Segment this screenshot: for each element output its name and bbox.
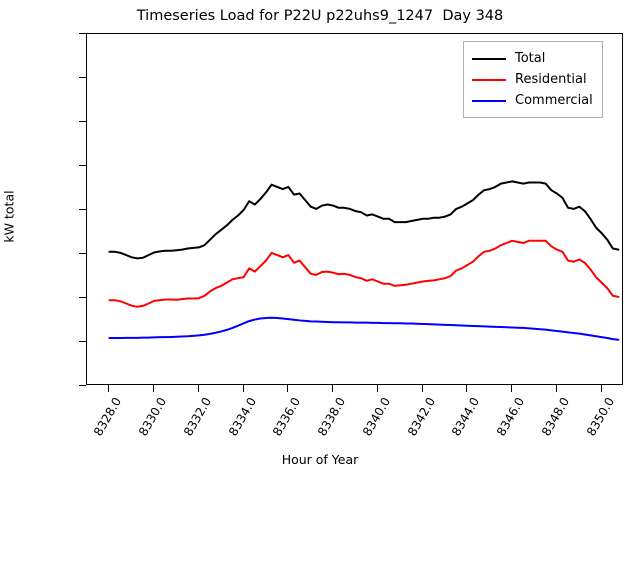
- series-line-residential: [108, 239, 620, 308]
- x-tick-mark: [466, 385, 468, 392]
- y-tick-mark: [79, 121, 86, 122]
- legend-label: Total: [515, 51, 546, 66]
- legend-swatch-icon: [472, 99, 506, 102]
- y-tick-mark: [79, 253, 86, 254]
- y-tick-mark: [79, 209, 86, 210]
- x-tick-mark: [242, 385, 244, 392]
- series-line-commercial: [108, 316, 620, 341]
- legend-item-residential: Residential: [472, 69, 593, 90]
- legend-swatch-icon: [472, 57, 506, 60]
- chart-legend: Total Residential Commercial: [463, 41, 603, 118]
- legend-item-total: Total: [472, 48, 593, 69]
- legend-item-commercial: Commercial: [472, 90, 593, 111]
- y-tick-mark: [79, 341, 86, 342]
- x-tick-mark: [600, 385, 602, 392]
- chart-title: Timeseries Load for P22U p22uhs9_1247 Da…: [136, 8, 504, 24]
- y-tick-mark: [79, 165, 86, 166]
- series-line-total: [108, 180, 620, 260]
- x-axis-label: Hour of Year: [281, 452, 359, 467]
- x-tick-mark: [108, 385, 110, 392]
- legend-label: Commercial: [515, 93, 593, 108]
- plot-lines: [108, 180, 620, 341]
- y-tick-mark: [79, 33, 86, 34]
- y-tick-mark: [79, 385, 86, 386]
- x-tick-mark: [287, 385, 289, 392]
- y-tick-mark: [79, 77, 86, 78]
- x-tick-mark: [555, 385, 557, 392]
- x-tick-mark: [376, 385, 378, 392]
- legend-label: Residential: [515, 72, 587, 87]
- x-tick-mark: [153, 385, 155, 392]
- legend-swatch-icon: [472, 78, 506, 81]
- y-axis-label: kW total: [1, 190, 17, 243]
- x-tick-mark: [197, 385, 199, 392]
- x-tick-mark: [421, 385, 423, 392]
- x-tick-mark: [332, 385, 334, 392]
- chart-figure: Timeseries Load for P22U p22uhs9_1247 Da…: [1, 8, 623, 467]
- x-tick-label: 8328.0: [91, 395, 125, 439]
- y-tick-mark: [79, 297, 86, 298]
- x-tick-mark: [511, 385, 513, 392]
